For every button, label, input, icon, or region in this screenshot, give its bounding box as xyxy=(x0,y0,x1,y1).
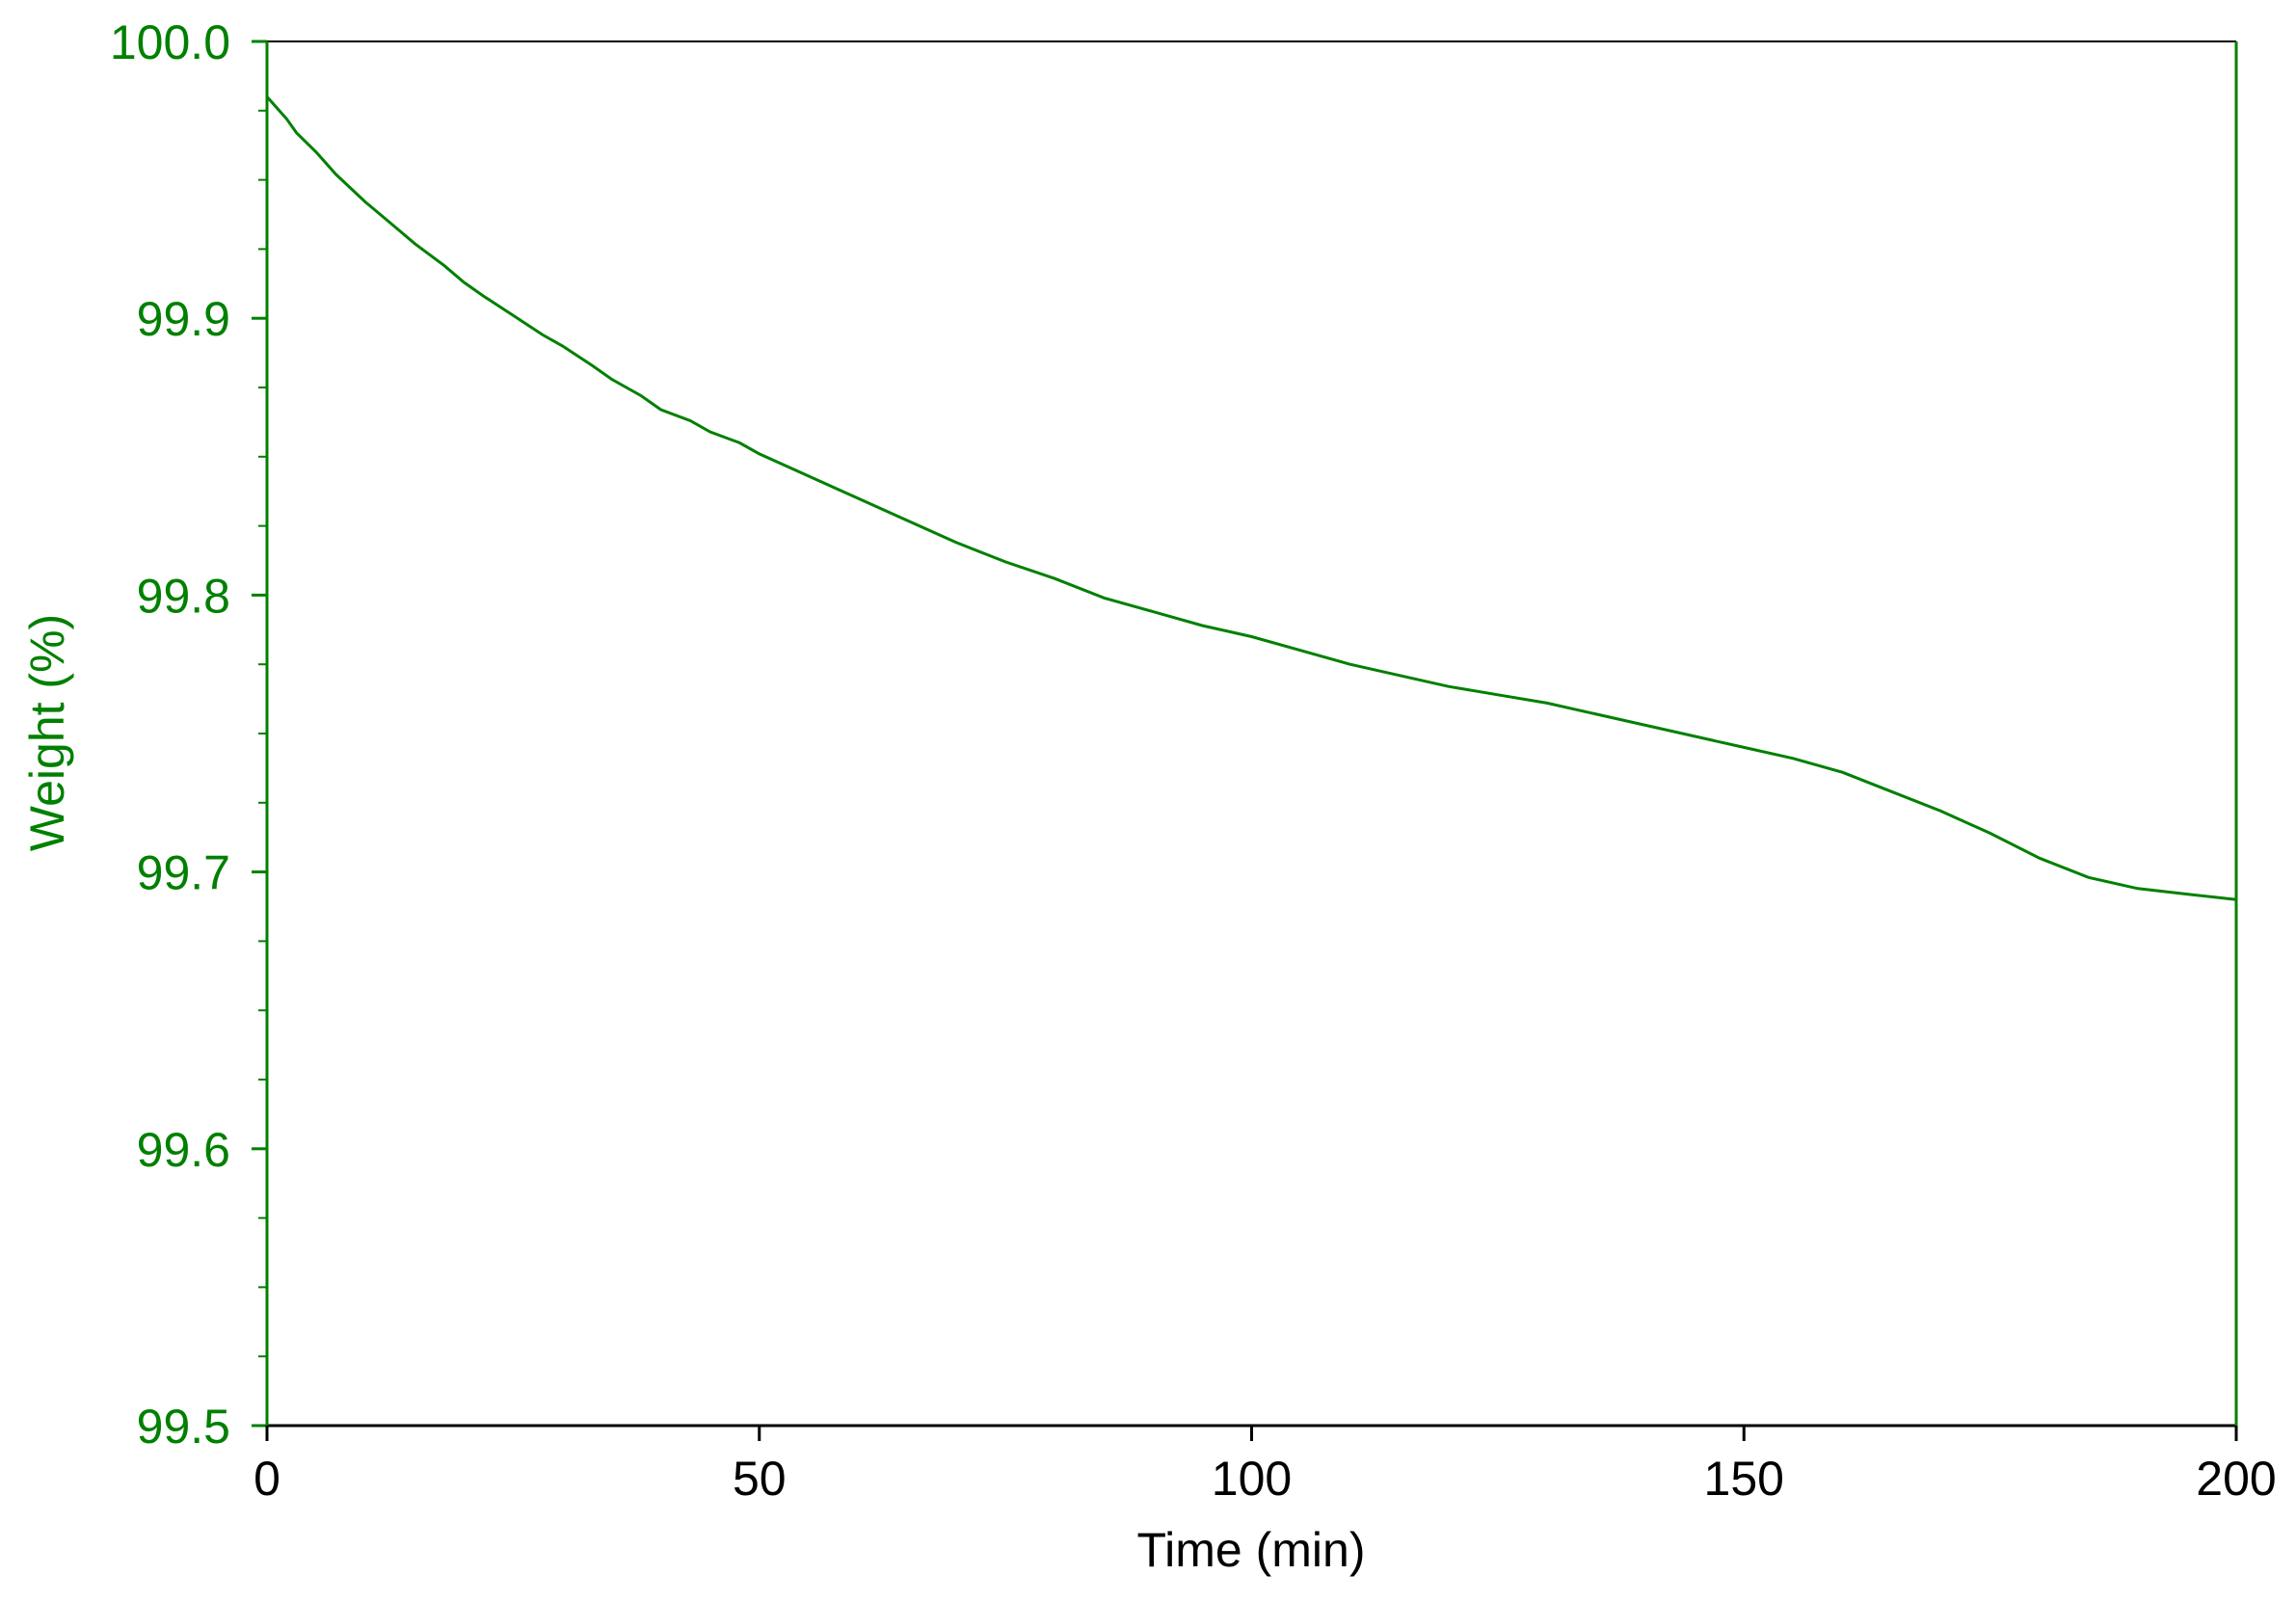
x-tick-label: 100 xyxy=(1212,1452,1292,1506)
x-tick-label: 50 xyxy=(733,1452,787,1506)
x-tick-label: 200 xyxy=(2196,1452,2276,1506)
x-tick-labels: 0 50 100 150 200 xyxy=(254,1452,2277,1506)
y-major-ticks xyxy=(252,40,267,1428)
y-tick-label: 99.9 xyxy=(137,292,230,346)
y-tick-label: 99.8 xyxy=(137,569,230,623)
x-axis-title: Time (min) xyxy=(1136,1523,1365,1577)
y-tick-label: 99.6 xyxy=(137,1123,230,1177)
y-tick-label: 100.0 xyxy=(110,15,230,69)
y-tick-labels: 99.5 99.6 99.7 99.8 99.9 100.0 xyxy=(110,15,230,1454)
y-tick-label: 99.7 xyxy=(137,846,230,900)
x-tick-label: 0 xyxy=(254,1452,280,1506)
y-tick-label: 99.5 xyxy=(137,1400,230,1454)
x-major-ticks xyxy=(265,1426,2238,1441)
series-line-weight xyxy=(265,95,2237,901)
y-axis-title: Weight (%) xyxy=(20,614,74,851)
x-tick-label: 150 xyxy=(1704,1452,1784,1506)
